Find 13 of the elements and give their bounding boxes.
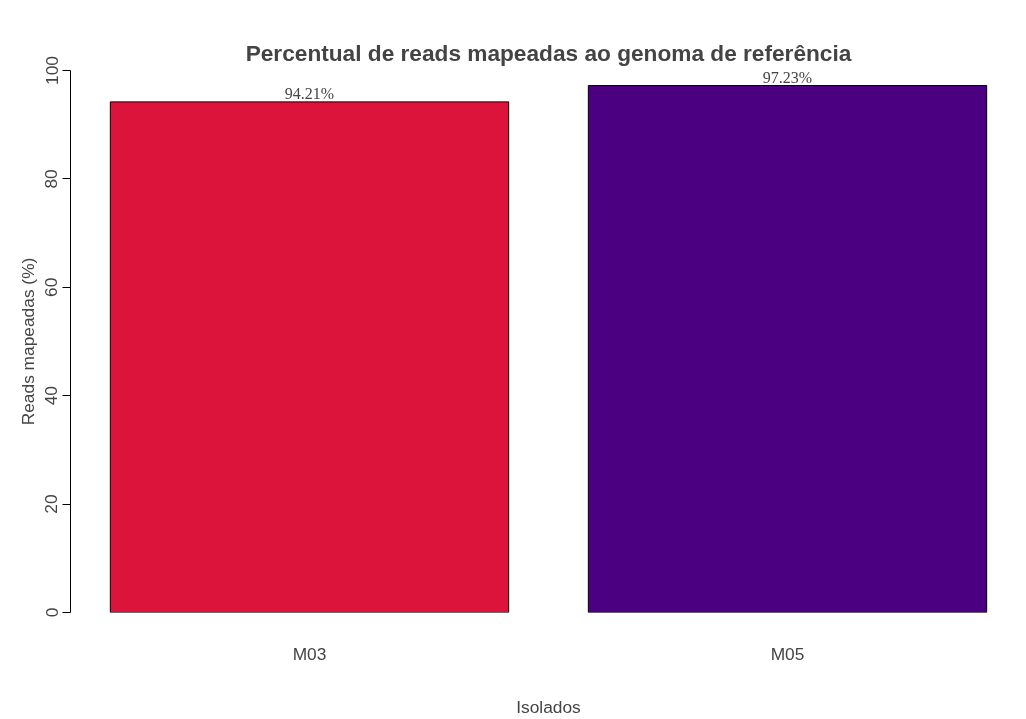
y-tick-label: 40 (41, 386, 62, 406)
x-tick-label: M03 (292, 643, 327, 664)
y-tick-label: 60 (41, 277, 62, 297)
y-tick-label: 0 (41, 607, 62, 618)
data-label: 94.21% (284, 84, 335, 102)
y-tick-label: 80 (41, 169, 62, 189)
data-label: 97.23% (762, 68, 813, 86)
x-axis-title: Isolados (516, 696, 582, 717)
y-tick-label: 100 (41, 56, 62, 85)
chart-title: Percentual de reads mapeadas ao genoma de referência (245, 39, 852, 66)
y-tick-label: 20 (41, 494, 62, 514)
x-tick-label: M05 (770, 643, 805, 664)
y-axis-title: Reads mapeadas (%) (17, 257, 38, 426)
